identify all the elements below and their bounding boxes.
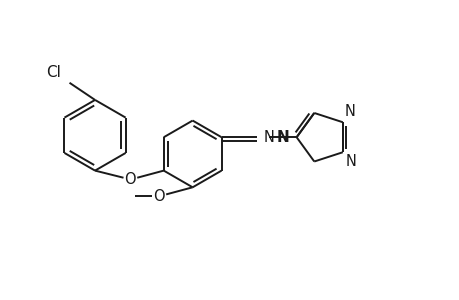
Text: O: O [153, 189, 165, 204]
Text: N: N [344, 104, 355, 119]
Text: N: N [345, 154, 356, 169]
Text: Cl: Cl [46, 65, 61, 80]
Text: N: N [263, 130, 274, 145]
Text: O: O [124, 172, 136, 187]
Text: N: N [276, 130, 289, 145]
